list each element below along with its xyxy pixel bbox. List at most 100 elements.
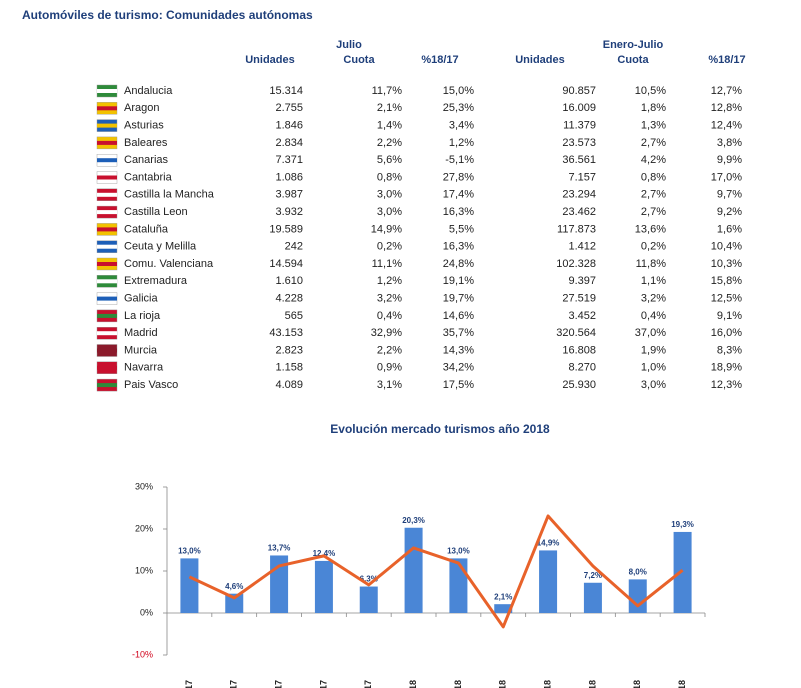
flag-stripe	[97, 192, 117, 197]
cell: 7.371	[275, 154, 303, 166]
flag-stripe	[97, 262, 117, 266]
group-header: Julio	[336, 39, 362, 51]
cell: 11.379	[563, 120, 596, 132]
cell: 1.846	[275, 120, 303, 132]
cell: 102.328	[556, 258, 596, 270]
column-header: Unidades	[515, 54, 565, 66]
cell: 10,4%	[711, 241, 742, 253]
cell: 1,2%	[449, 137, 474, 149]
cell: 13,6%	[635, 223, 666, 235]
data-label: 6,3%	[360, 575, 378, 584]
cell: 4.089	[275, 379, 303, 391]
cell: 37,0%	[635, 327, 666, 339]
cell: 23.294	[562, 189, 596, 201]
group-header: Enero-Julio	[603, 39, 664, 51]
cell: 0,8%	[641, 171, 666, 183]
region-name: Asturias	[124, 120, 164, 132]
y-tick-label: 0%	[140, 607, 153, 617]
cell: 12,5%	[711, 293, 742, 305]
cell: 34,2%	[443, 362, 474, 374]
cell: 11,8%	[636, 258, 667, 270]
y-tick-label: 20%	[135, 523, 153, 533]
cell: 43.153	[269, 327, 303, 339]
cell: 19.589	[269, 223, 303, 235]
cell: 14.594	[269, 258, 303, 270]
cell: 3.452	[568, 310, 596, 322]
cell: 0,4%	[641, 310, 666, 322]
cell: 1,2%	[377, 275, 402, 287]
region-name: Castilla Leon	[124, 206, 188, 218]
data-label: 14,9%	[537, 539, 560, 548]
cell: 565	[285, 310, 303, 322]
cell: 14,3%	[443, 344, 474, 356]
cell: 2.834	[275, 137, 303, 149]
x-tick-label: 2017	[273, 680, 283, 688]
region-name: Cataluña	[124, 223, 169, 235]
region-name: Aragon	[124, 102, 159, 114]
cell: 1,9%	[641, 344, 666, 356]
cell: 242	[285, 241, 303, 253]
data-label: 8,0%	[629, 568, 647, 577]
cell: 9,9%	[717, 154, 742, 166]
cell: 4.228	[275, 293, 303, 305]
cell: 3.987	[275, 189, 303, 201]
cell: 117.873	[557, 223, 596, 235]
flag-stripe	[97, 106, 117, 111]
region-name: Comu. Valenciana	[124, 258, 214, 270]
cell: 23.462	[562, 206, 596, 218]
cell: 15,8%	[711, 275, 742, 287]
flag-stripe	[97, 279, 117, 284]
cell: 16,3%	[443, 241, 474, 253]
cell: 90.857	[562, 85, 596, 97]
cell: 18,9%	[711, 362, 742, 374]
flag-stripe	[97, 123, 117, 128]
flag-stripe	[97, 313, 117, 318]
cell: 10,5%	[635, 85, 666, 97]
column-header: Cuota	[343, 54, 375, 66]
bar	[628, 579, 647, 613]
cell: 0,2%	[377, 241, 402, 253]
cell: 24,8%	[443, 258, 474, 270]
cell: 10,3%	[711, 258, 742, 270]
cell: 16.009	[562, 102, 596, 114]
cell: 14,6%	[443, 310, 474, 322]
page-title: Automóviles de turismo: Comunidades autó…	[22, 8, 313, 22]
cell: 1.086	[275, 171, 303, 183]
cell: 15.314	[269, 85, 303, 97]
chart-title: Evolución mercado turismos año 2018	[330, 422, 550, 436]
cell: 8,3%	[717, 344, 742, 356]
column-header: %18/17	[708, 54, 745, 66]
cell: 2,2%	[377, 137, 402, 149]
flag-stripe	[97, 244, 117, 249]
cell: 3,2%	[641, 293, 666, 305]
region-name: Extremadura	[124, 275, 188, 287]
cell: 11,1%	[372, 258, 403, 270]
x-tick-label: 2018	[453, 680, 463, 688]
cell: 16,3%	[443, 206, 474, 218]
x-tick-label: 2017	[363, 680, 373, 688]
cell: 2,7%	[641, 137, 666, 149]
x-tick-label: 2018	[677, 680, 687, 688]
data-label: 13,7%	[268, 544, 291, 553]
flag-stripe	[97, 158, 117, 163]
bar	[449, 558, 468, 613]
cell: 11,7%	[372, 85, 403, 97]
cell: 1.610	[275, 275, 303, 287]
cell: 17,0%	[711, 171, 742, 183]
cell: 1.158	[275, 362, 303, 374]
x-tick-label: 2017	[229, 680, 239, 688]
y-tick-label: -10%	[132, 649, 153, 659]
cell: 1,6%	[717, 223, 742, 235]
cell: 1,8%	[641, 102, 666, 114]
data-label: 2,1%	[494, 592, 512, 601]
data-label: 7,2%	[584, 571, 602, 580]
cell: 27,8%	[443, 171, 474, 183]
y-tick-label: 30%	[135, 481, 153, 491]
cell: 1.412	[568, 241, 596, 253]
cell: 3.932	[275, 206, 303, 218]
region-name: Galicia	[124, 293, 159, 305]
cell: 16.808	[562, 344, 596, 356]
cell: 17,5%	[443, 379, 474, 391]
flag-stripe	[97, 365, 117, 370]
